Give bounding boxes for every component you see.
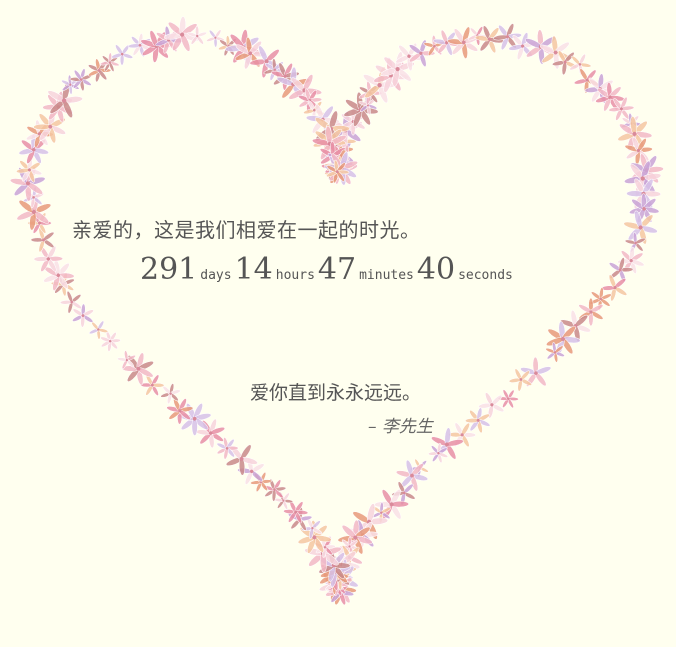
flower-petal-cluster <box>72 303 94 328</box>
flower-petal-cluster <box>358 95 378 116</box>
signature: – 李先生 <box>368 417 433 437</box>
flower-petal-cluster <box>546 321 581 356</box>
flower-petal-cluster <box>263 478 287 502</box>
flower-petal-cluster <box>273 491 294 510</box>
flower-petal-cluster <box>617 246 645 274</box>
flower-petal-cluster <box>326 159 350 184</box>
flower-petal-cluster <box>100 331 121 352</box>
flower-petal-cluster <box>380 51 415 87</box>
flower-petal-cluster <box>283 500 309 524</box>
flower-petal-cluster <box>428 442 449 464</box>
flower-petal-cluster <box>163 16 200 52</box>
flower-petal-cluster <box>61 74 80 95</box>
flower-petal-cluster <box>111 44 134 66</box>
flower-petal-cluster <box>216 437 239 460</box>
flower-petal-cluster <box>474 25 505 54</box>
timer-hours-label: hours <box>275 268 315 283</box>
timer-minutes-value: 47 <box>317 252 357 287</box>
flower-petal-cluster <box>624 136 653 165</box>
flower-petal-cluster <box>69 68 93 92</box>
flower-petal-cluster <box>99 52 120 72</box>
flower-petal-cluster <box>195 418 226 449</box>
flower-petal-cluster <box>624 232 646 253</box>
flower-petal-cluster <box>59 290 82 314</box>
timer-minutes-label: minutes <box>359 268 414 283</box>
flower-petal-cluster <box>160 383 181 404</box>
flower-petal-cluster <box>395 459 429 492</box>
flower-petal-cluster <box>88 320 109 340</box>
timer-days-value: 291 <box>140 252 198 287</box>
flower-petal-cluster <box>465 407 491 434</box>
flower-petal-cluster <box>30 227 55 253</box>
flower-petal-cluster <box>520 356 552 387</box>
flower-petal-cluster <box>117 350 136 370</box>
flower-petal-cluster <box>166 398 194 425</box>
flower-petal-cluster <box>545 342 565 363</box>
flower-petal-cluster <box>595 82 625 112</box>
flower-petal-cluster <box>600 274 628 302</box>
flower-petal-cluster <box>16 193 52 231</box>
flower-petal-cluster <box>508 368 532 392</box>
flower-petal-cluster <box>206 29 225 48</box>
flower-petal-cluster <box>493 23 522 51</box>
flower-petal-cluster <box>339 536 360 556</box>
flower-petal-cluster <box>225 444 258 476</box>
timer-seconds-value: 40 <box>416 252 456 287</box>
timer-days-label: days <box>200 268 232 283</box>
flower-petal-cluster <box>447 26 480 59</box>
flower-petal-cluster <box>140 374 165 396</box>
love-message: 爱你直到永永远远。 <box>250 382 422 404</box>
love-timer: 291 days 14 hours 47 minutes 40 seconds <box>140 252 516 287</box>
flower-petal-cluster <box>16 156 43 183</box>
timer-seconds-label: seconds <box>458 268 513 283</box>
greeting-text: 亲爱的，这是我们相爱在一起的时光。 <box>72 218 421 242</box>
flower-petal-cluster <box>187 25 208 45</box>
flower-petal-cluster <box>43 259 75 291</box>
timer-hours-value: 14 <box>234 252 273 287</box>
flower-petal-cluster <box>608 96 635 121</box>
